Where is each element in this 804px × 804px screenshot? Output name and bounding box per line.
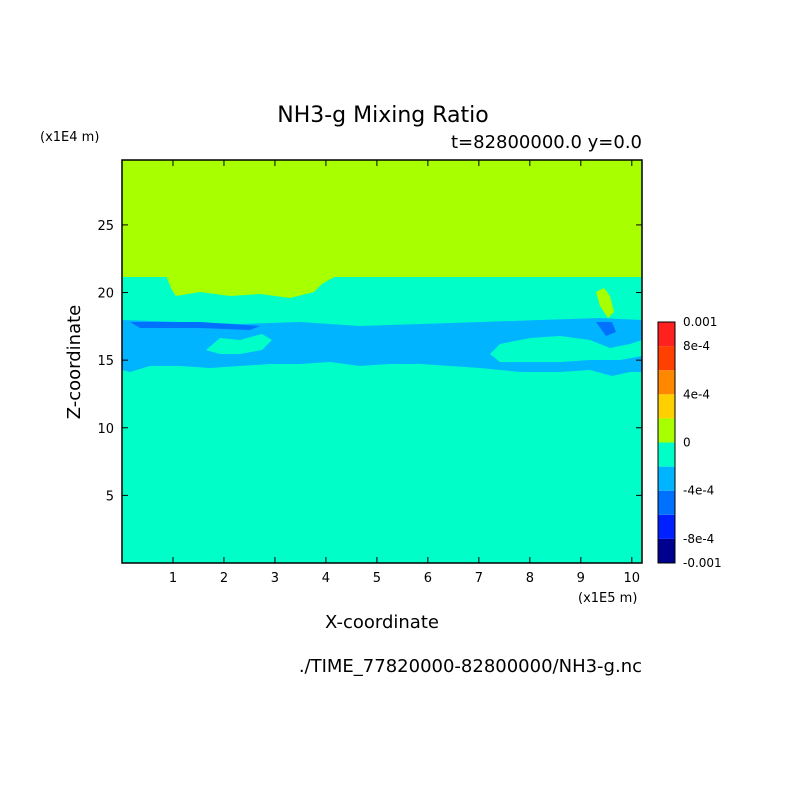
region-upper-lobe-right — [596, 288, 614, 318]
y-unit-label: (x1E4 m) — [40, 130, 99, 145]
region-band-streak-right — [596, 322, 616, 336]
y-tick-label-20: 20 — [97, 287, 114, 302]
y-axis-label: Z-coordinate — [64, 305, 85, 420]
x-tick-label-4: 4 — [322, 571, 330, 586]
y-axis: 5 10 15 20 25 — [97, 219, 642, 504]
colorbar-swatch-4 — [658, 442, 675, 467]
region-band-streak-left — [130, 322, 260, 330]
y-tick-label-10: 10 — [97, 422, 114, 437]
chart-subtitle: t=82800000.0 y=0.0 — [451, 132, 642, 153]
colorbar-swatch-0 — [658, 538, 675, 563]
colorbar-label-1: 8e-4 — [683, 339, 710, 353]
source-file-path: ./TIME_77820000-82800000/NH3-g.nc — [299, 656, 642, 677]
colorbar-swatch-9 — [658, 322, 675, 347]
x-tick-label-1: 1 — [169, 571, 177, 586]
colorbar-label-3: 0 — [683, 436, 691, 450]
region-upper-lobe-left — [166, 276, 336, 298]
y-tick-label-5: 5 — [106, 489, 114, 504]
plot-frame — [121, 159, 643, 564]
colorbar-label-6: -0.001 — [683, 556, 722, 570]
contour-field — [121, 159, 643, 564]
x-tick-label-2: 2 — [220, 571, 228, 586]
x-tick-label-9: 9 — [577, 571, 585, 586]
x-tick-label-7: 7 — [475, 571, 483, 586]
colorbar-label-5: -8e-4 — [683, 532, 714, 546]
colorbar-swatch-7 — [658, 370, 675, 395]
x-unit-label: (x1E5 m) — [578, 591, 637, 606]
y-tick-label-25: 25 — [97, 219, 114, 234]
region-band-pocket-left — [206, 334, 272, 354]
x-tick-label-5: 5 — [373, 571, 381, 586]
x-tick-label-3: 3 — [271, 571, 279, 586]
colorbar-label-2: 4e-4 — [683, 387, 710, 401]
x-tick-label-10: 10 — [624, 571, 641, 586]
region-upper-layer — [122, 160, 642, 277]
colorbar-swatch-3 — [658, 466, 675, 491]
colorbar-swatch-6 — [658, 394, 675, 419]
x-axis-label: X-coordinate — [325, 612, 439, 633]
colorbar-label-0: 0.001 — [683, 315, 717, 329]
colorbar-label-4: -4e-4 — [683, 484, 714, 498]
colorbar-swatch-1 — [658, 514, 675, 539]
region-band-pocket-right — [490, 336, 642, 362]
chart-title: NH3-g Mixing Ratio — [277, 103, 489, 128]
y-tick-label-15: 15 — [97, 354, 114, 369]
colorbar-frame — [657, 321, 676, 564]
x-tick-label-6: 6 — [424, 571, 432, 586]
colorbar-swatch-2 — [658, 490, 675, 515]
x-tick-label-8: 8 — [526, 571, 534, 586]
x-axis: 1 2 3 4 5 6 7 8 9 10 — [169, 160, 640, 586]
colorbar: 0.001 8e-4 4e-4 0 -4e-4 -8e-4 -0.001 — [657, 315, 722, 570]
colorbar-swatch-5 — [658, 418, 675, 443]
colorbar-swatch-8 — [658, 346, 675, 371]
